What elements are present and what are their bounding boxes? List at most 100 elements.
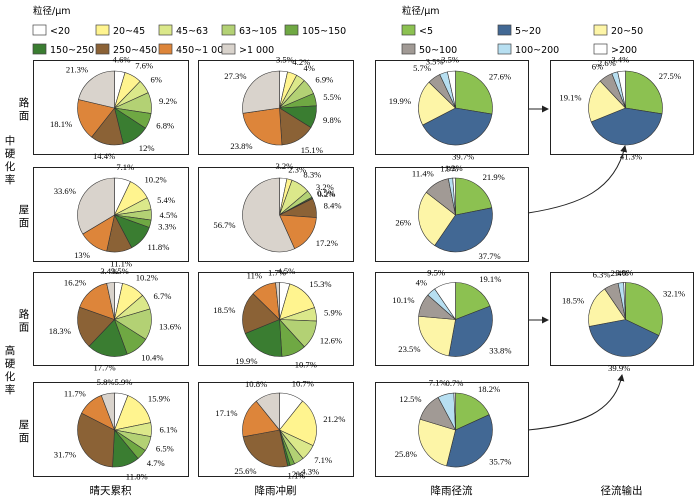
data-label: 4%: [304, 63, 315, 73]
legend-swatch: [401, 43, 416, 55]
data-label: 33.6%: [54, 186, 76, 196]
pie-slice: [106, 282, 115, 320]
data-label: 9.5%: [427, 268, 445, 278]
data-label: 21.3%: [66, 65, 88, 75]
data-label: 16.2%: [64, 278, 86, 288]
data-label: 41.3%: [620, 152, 642, 162]
data-label: 10.2%: [136, 273, 158, 283]
flow-arrow: [527, 374, 625, 431]
data-label: 27.5%: [659, 71, 681, 81]
legend-label: 150~250: [50, 45, 94, 56]
data-label: 5.9%: [115, 377, 133, 387]
data-label: 19.1%: [559, 93, 581, 103]
legend-label: >200: [611, 45, 637, 56]
column-label: 晴天累积: [90, 484, 132, 497]
pie-slice: [88, 318, 128, 357]
legend-label: 5~20: [515, 26, 541, 37]
panel-frame: [33, 382, 189, 477]
legend-swatch: [497, 43, 512, 55]
panel-frame: [375, 272, 529, 366]
data-label: 0.5%: [317, 188, 335, 198]
pie-6: 21.9% 37.7% 26% 11.4% 1.9%1.2%: [395, 163, 504, 261]
data-label: 5.8%: [97, 377, 115, 387]
panel-frame: [375, 167, 529, 262]
pie-slice: [588, 80, 627, 123]
data-label: 6.8%: [156, 121, 174, 131]
data-label: 13%: [74, 250, 90, 260]
pie-slice: [242, 429, 289, 468]
panel-frame: [198, 60, 354, 155]
pie-slice: [625, 70, 663, 115]
pie-slice: [275, 282, 280, 320]
column-label: 径流输出: [601, 484, 643, 497]
pie-slice: [244, 319, 283, 357]
pie-slice: [242, 177, 296, 253]
data-label: 33.8%: [489, 346, 511, 356]
data-label: 4.5%: [160, 210, 178, 220]
legend-label: 450~1 000: [176, 45, 229, 56]
row-label: 路面: [19, 96, 30, 122]
legend-swatch: [593, 24, 608, 36]
data-label: 5.5%: [323, 92, 341, 102]
data-label: 3.5%: [441, 54, 459, 64]
data-label: 1.9%: [440, 163, 458, 173]
data-label: 11.4%: [412, 168, 434, 178]
data-label: 15.1%: [301, 145, 323, 155]
data-label: 4.6%: [113, 55, 131, 65]
pie-slice: [77, 99, 116, 138]
data-label: 6.9%: [315, 75, 333, 85]
data-label: 4.7%: [147, 458, 165, 468]
data-label: 5.7%: [413, 63, 431, 73]
panel-frame: [33, 60, 189, 155]
legend-label: 100~200: [515, 45, 559, 56]
data-label: 27.3%: [224, 71, 246, 81]
data-label: 26%: [395, 218, 411, 228]
data-label: 2%: [292, 469, 303, 479]
legend-swatch: [221, 43, 236, 55]
data-label: 10.4%: [141, 353, 163, 363]
data-label: 1.1%: [288, 470, 306, 480]
data-label: 6.1%: [160, 425, 178, 435]
data-label: 7.1%: [429, 378, 447, 388]
data-label: 13.6%: [159, 321, 181, 331]
data-label: 37.7%: [479, 251, 501, 261]
pie-9: 19.1% 33.8% 23.5% 10.1%4%9.5%: [392, 268, 512, 357]
column-label: 降雨径流: [431, 484, 473, 497]
data-label: 7.1%: [314, 455, 332, 465]
pie-slice: [255, 392, 280, 431]
data-label: 56.7%: [213, 220, 235, 230]
data-label: 10.1%: [392, 295, 414, 305]
data-label: 15.9%: [148, 393, 170, 403]
pie-slice: [418, 315, 456, 357]
pie-7: 3.5% 10.2% 6.7% 13.6% 10.4% 17.7% 18.3% 16.2% 3.…: [49, 266, 182, 373]
data-label: 4.2%: [292, 57, 310, 67]
data-label: 32.1%: [663, 288, 685, 298]
legend-swatch: [158, 24, 173, 36]
data-label: 7.6%: [135, 61, 153, 71]
data-label: 3.4%: [611, 54, 629, 64]
pie-slice: [77, 306, 116, 347]
data-label: 17.1%: [215, 408, 237, 418]
pie-slice: [100, 392, 115, 431]
data-label: 3.5%: [426, 57, 444, 67]
pie-13: 18.2% 35.7% 25.8% 12.5% 7.1%0.7%: [395, 378, 511, 468]
legend-label: 50~100: [419, 45, 457, 56]
legend-swatch: [95, 24, 110, 36]
data-label: 3.3%: [158, 222, 176, 232]
data-label: 1.2%: [445, 163, 463, 173]
pie-slice: [590, 107, 663, 146]
data-label: 7.1%: [116, 162, 134, 172]
data-label: 11%: [247, 270, 262, 280]
data-label: 6%: [592, 62, 603, 72]
data-label: 12.6%: [320, 335, 342, 345]
legend-label: 20~45: [113, 26, 145, 37]
data-label: 6.5%: [156, 443, 174, 453]
column-label: 降雨冲刷: [255, 484, 297, 497]
pie-slice: [453, 392, 456, 431]
panel-frames: [33, 60, 694, 477]
pie-slice: [625, 282, 663, 336]
legend-label: >1 000: [239, 45, 274, 56]
data-label: 25.6%: [234, 466, 256, 476]
pie-2: 27.6%39.7%19.9%5.7%3.5%3.5%: [389, 54, 511, 161]
